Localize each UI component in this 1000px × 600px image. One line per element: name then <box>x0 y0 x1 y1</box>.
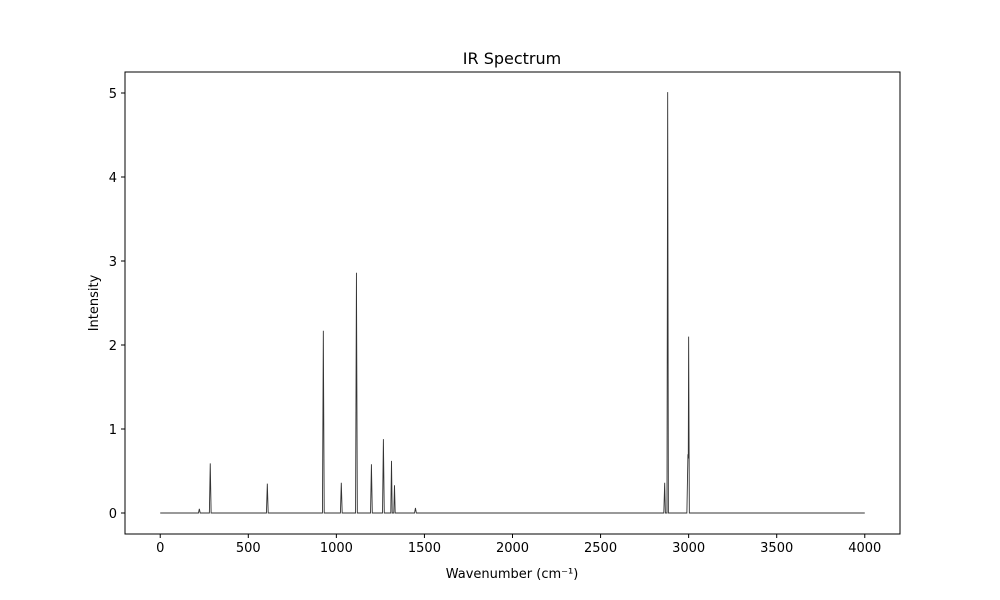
x-tick-label: 3500 <box>760 541 793 556</box>
x-tick-label: 0 <box>156 541 164 556</box>
x-tick-label: 500 <box>236 541 261 556</box>
chart-title: IR Spectrum <box>463 49 561 68</box>
x-tick-label: 1000 <box>320 541 353 556</box>
x-tick-label: 3000 <box>672 541 705 556</box>
x-axis-label: Wavenumber (cm⁻¹) <box>446 567 579 582</box>
x-tick-label: 1500 <box>408 541 441 556</box>
y-tick-label: 2 <box>109 339 117 354</box>
y-tick-label: 0 <box>109 507 117 522</box>
x-tick-label: 2000 <box>496 541 529 556</box>
y-tick-label: 1 <box>109 423 117 438</box>
y-tick-label: 3 <box>109 255 117 270</box>
spectrum-line <box>160 92 865 514</box>
y-tick-label: 4 <box>109 171 117 186</box>
y-axis-label: Intensity <box>87 274 102 331</box>
x-tick-label: 2500 <box>584 541 617 556</box>
y-tick-label: 5 <box>109 87 117 102</box>
plot-frame <box>124 71 901 535</box>
x-tick-label: 4000 <box>848 541 881 556</box>
